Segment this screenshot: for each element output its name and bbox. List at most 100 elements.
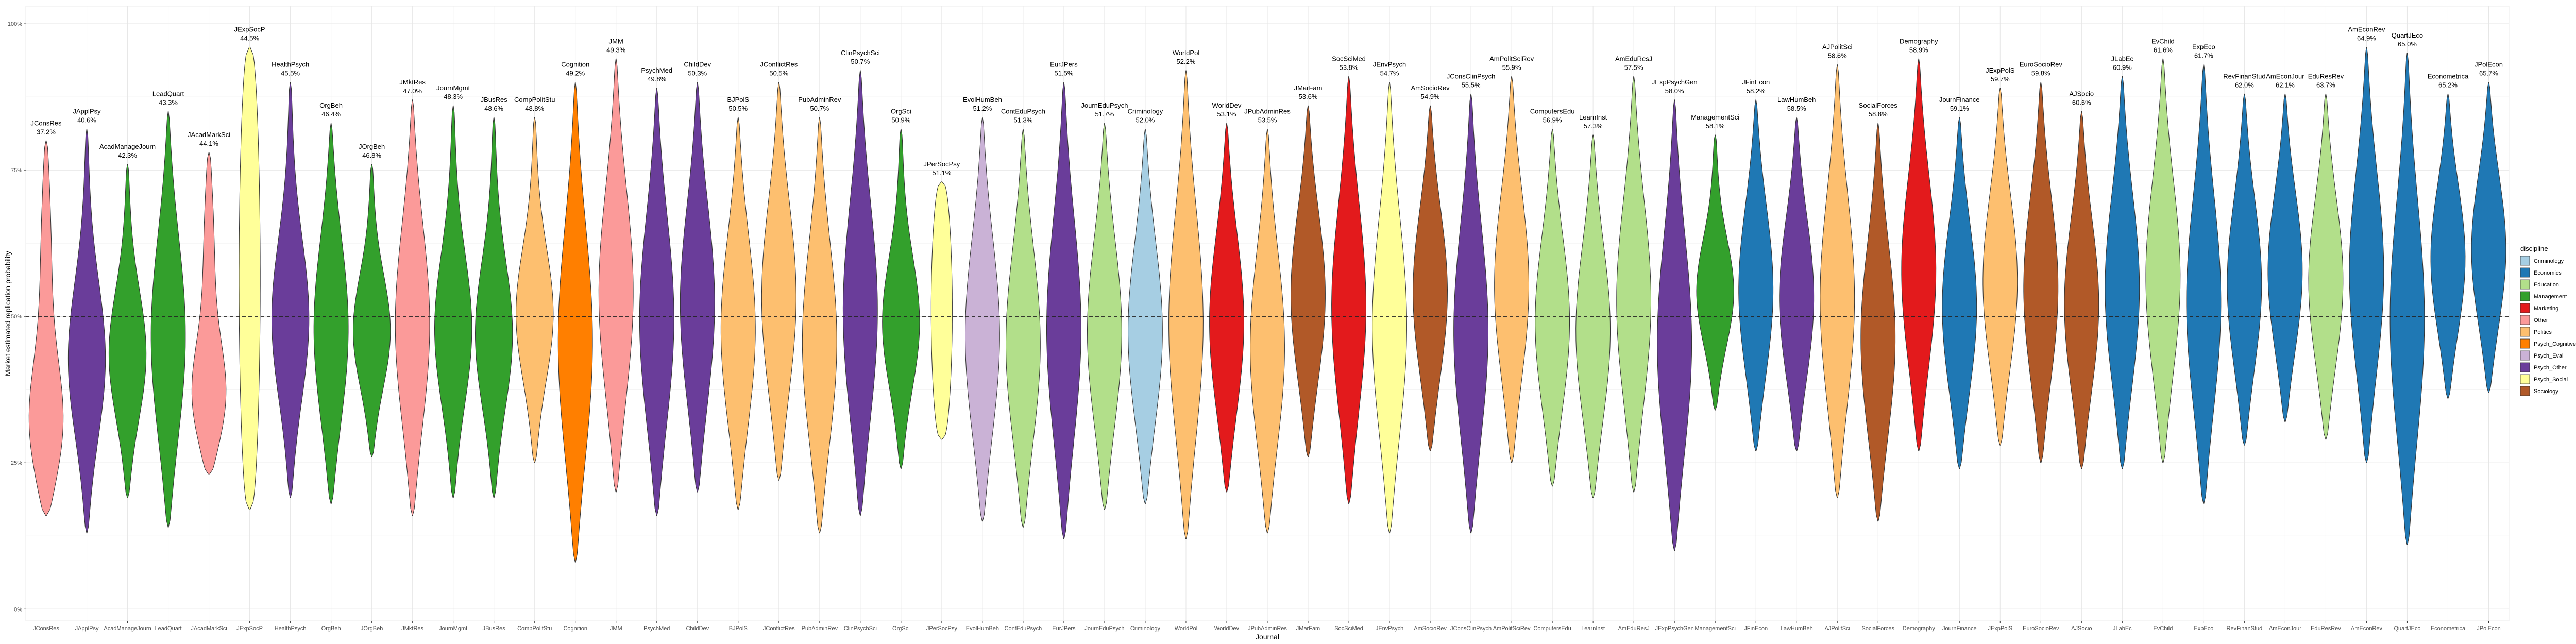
journal-mean-label: 50.3% [688, 70, 707, 77]
x-tick-label: OrgBeh [321, 625, 341, 632]
x-tick-label: EduResRev [2311, 625, 2341, 632]
journal-label: JExpSocP [234, 26, 265, 33]
journal-mean-label: 58.2% [1747, 87, 1766, 95]
journal-mean-label: 48.6% [484, 105, 503, 112]
journal-label: EduResRev [2308, 72, 2344, 80]
legend-swatch [2520, 291, 2530, 301]
violin-AmPolitSciRev [1494, 76, 1529, 463]
x-tick-label: JOrgBeh [361, 625, 383, 632]
journal-label: WorldPol [1173, 49, 1200, 57]
journal-mean-label: 57.3% [1584, 122, 1603, 130]
journal-mean-label: 53.1% [1217, 110, 1236, 118]
x-tick-label: RevFinanStud [2227, 625, 2263, 632]
x-tick-label: JAcadMarkSci [191, 625, 227, 632]
violin-WorldPol [1168, 70, 1204, 539]
x-tick-label: JMktRes [401, 625, 423, 632]
journal-label: JConsRes [31, 119, 62, 127]
journal-mean-label: 50.5% [728, 105, 748, 112]
journal-mean-label: 44.5% [240, 35, 259, 42]
violin-JournMgmt [434, 105, 472, 498]
journal-label: AmEconRev [2348, 26, 2385, 33]
journal-mean-label: 63.7% [2316, 81, 2335, 89]
journal-mean-label: 51.3% [1013, 116, 1032, 124]
journal-mean-label: 65.0% [2398, 40, 2417, 48]
x-tick-label: EvolHumBeh [966, 625, 999, 632]
journal-mean-label: 59.8% [2031, 70, 2050, 77]
violin-JMM [598, 58, 634, 493]
journal-mean-label: 49.8% [647, 75, 666, 83]
x-tick-label: AJSocio [2071, 625, 2092, 632]
journal-mean-label: 62.1% [2276, 81, 2295, 89]
violin-EvolHumBeh [965, 117, 1000, 522]
x-tick-label: JLabEc [2113, 625, 2132, 632]
journal-mean-label: 50.9% [891, 116, 910, 124]
journal-mean-label: 48.3% [444, 93, 463, 100]
journal-mean-label: 51.7% [1095, 110, 1114, 118]
journal-label: SocialForces [1859, 101, 1898, 109]
x-tick-label: Demography [1903, 625, 1935, 632]
journal-label: ContEduPsych [1001, 108, 1045, 115]
x-tick-label: AmSocioRev [1414, 625, 1447, 632]
journal-label: JMM [609, 37, 623, 45]
violin-JApplPsy [67, 129, 106, 534]
y-axis-title: Market estimated replication probability [4, 251, 12, 376]
violin-JMarFam [1291, 105, 1326, 457]
x-tick-label: AmPolitSciRev [1493, 625, 1531, 632]
x-tick-label: HealthPsych [275, 625, 307, 632]
violin-SocSciMed [1331, 76, 1366, 504]
violin-SocialForces [1860, 123, 1896, 522]
journal-mean-label: 51.5% [1054, 70, 1073, 77]
legend-swatch [2520, 327, 2530, 337]
journal-label: Cognition [561, 61, 589, 69]
journal-mean-label: 58.9% [1909, 46, 1928, 54]
violin-LawHumBeh [1779, 117, 1815, 451]
journal-label: PubAdminRev [798, 96, 841, 104]
journal-label: JournFinance [1939, 96, 1980, 104]
journal-mean-label: 47.0% [403, 87, 422, 95]
journal-mean-label: 60.6% [2072, 99, 2091, 107]
journal-mean-label: 60.9% [2113, 63, 2132, 71]
violin-EurJPers [1046, 82, 1081, 539]
journal-mean-label: 55.9% [1502, 63, 1521, 71]
journal-label: LawHumBeh [1777, 96, 1816, 104]
x-tick-label: LawHumBeh [1781, 625, 1813, 632]
journal-label: WorldDev [1212, 101, 1242, 109]
journal-label: JPolEcon [2475, 61, 2503, 69]
x-tick-label: EvChild [2153, 625, 2173, 632]
x-tick-label: EurJPers [1052, 625, 1076, 632]
x-tick-label: JournFinance [1942, 625, 1977, 632]
journal-mean-label: 58.6% [1828, 52, 1847, 60]
journal-label: EurJPers [1050, 61, 1078, 69]
x-tick-label: SocSciMed [1334, 625, 1363, 632]
journal-label: EvChild [2151, 37, 2175, 45]
journal-mean-label: 65.7% [2479, 70, 2498, 77]
journal-label: Demography [1900, 37, 1938, 45]
x-tick-label: ComputersEdu [1533, 625, 1571, 632]
legend-swatch [2520, 303, 2530, 313]
y-axis: 0% 25% 50% 75% 100% [8, 21, 26, 613]
violin-AJPolitSci [1820, 64, 1855, 498]
violin-JournFinance [1942, 117, 1977, 469]
violin-ManagementSci [1696, 134, 1734, 411]
legend-swatch [2520, 256, 2530, 266]
violin-AmSocioRev [1413, 105, 1448, 451]
journal-label: JConflictRes [760, 61, 798, 69]
journal-mean-label: 58.5% [1787, 105, 1806, 112]
violin-AmEduResJ [1616, 76, 1651, 493]
journal-label: JExpPsychGen [1652, 78, 1698, 86]
legend-label: Psych_Cognitive [2534, 341, 2576, 347]
journal-mean-label: 59.1% [1950, 105, 1969, 112]
x-tick-label: BJPolS [729, 625, 748, 632]
x-tick-label: AmEduResJ [1618, 625, 1650, 632]
legend-title: discipline [2520, 245, 2548, 252]
violin-JPerSocPsy [930, 181, 953, 440]
violin-JPolEcon [2471, 82, 2506, 393]
legend: discipline Criminology Economics Education… [2520, 245, 2576, 396]
violin-JExpPolS [1982, 88, 2018, 446]
journal-mean-label: 46.8% [362, 151, 381, 159]
journal-mean-label: 53.8% [1340, 63, 1359, 71]
journal-mean-label: 50.5% [769, 70, 788, 77]
x-tick-label: EuroSocioRev [2023, 625, 2059, 632]
violin-Cognition [557, 82, 593, 563]
y-tick-label: 50% [11, 314, 22, 320]
